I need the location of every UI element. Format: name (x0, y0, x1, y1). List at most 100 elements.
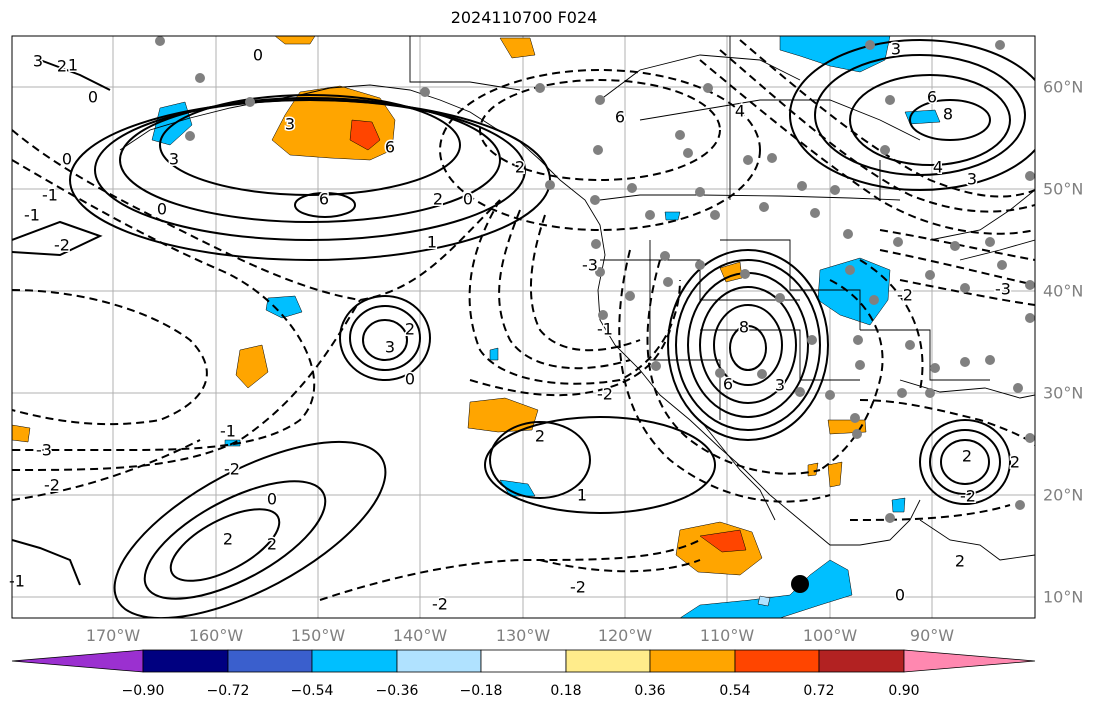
shade-red (349, 119, 381, 151)
map-title: 2024110700 F024 (450, 8, 598, 27)
shade-lightblue (757, 595, 771, 607)
contour-label: 3 (169, 150, 179, 169)
contour-label: -2 (897, 286, 913, 305)
contour-label: 6 (615, 108, 625, 127)
colorbar-swatch (396, 649, 482, 673)
contour-label: 0 (463, 190, 473, 209)
shade-cyan (499, 479, 536, 497)
shade-cyan (779, 36, 891, 73)
shade-cyan (817, 257, 891, 326)
contour-label: 6 (927, 88, 937, 107)
shading-positive (12, 36, 867, 576)
contour-label: 3 (775, 376, 785, 395)
lon-label: 120°W (597, 626, 653, 645)
contour-label: 8 (943, 105, 953, 124)
lat-label: 60°N (1043, 77, 1084, 97)
lon-label: 140°W (392, 626, 448, 645)
contour-label: 6 (385, 138, 395, 157)
colorbar-swatch (565, 649, 651, 673)
colorbar (11, 649, 1036, 673)
contour-label: 8 (739, 318, 749, 337)
shade-cyan (891, 497, 906, 513)
lon-label: 130°W (495, 626, 551, 645)
contour-label: -2 (597, 385, 613, 404)
lon-label: 170°W (85, 626, 141, 645)
contour-label: 1 (427, 233, 437, 252)
contour-label: 2 (535, 427, 545, 446)
lon-label: 160°W (188, 626, 244, 645)
contour-label: 3 (967, 170, 977, 189)
contours-negative (12, 39, 1035, 601)
contour-label: 6 (723, 375, 733, 394)
colorbar-tick-label: 0.54 (719, 683, 751, 699)
contour-label: 2 (515, 158, 525, 177)
contour-label: -2 (960, 487, 976, 506)
contour-label: 0 (267, 490, 277, 509)
lat-label: 10°N (1043, 587, 1084, 607)
contour-label: 3 (385, 338, 395, 357)
contour-label: 3 (891, 40, 901, 59)
contour-label: -3 (36, 441, 52, 460)
colorbar-tick-label: 0.90 (888, 683, 920, 699)
shade-red (699, 529, 747, 553)
contour-label: 0 (62, 150, 72, 169)
shade-orange (467, 397, 539, 433)
shade-orange (827, 461, 843, 488)
contour-label: 0 (157, 200, 167, 219)
lon-label: 110°W (699, 626, 755, 645)
colorbar-swatch (227, 649, 313, 673)
contour-label: 2 (405, 320, 415, 339)
featured-station (791, 575, 809, 593)
lon-label: 150°W (290, 626, 346, 645)
contour-label: 3 (285, 115, 295, 134)
contour-label: -3 (582, 256, 598, 275)
contour-label: 2 (267, 535, 277, 554)
coastlines (119, 36, 1035, 561)
shade-cyan (489, 347, 499, 361)
shade-cyan (265, 295, 303, 319)
shading-negative (151, 36, 941, 618)
contour-label: 2 (955, 552, 965, 571)
map-frame (11, 35, 1036, 619)
lat-label: 30°N (1043, 383, 1084, 403)
colorbar-tick-label: −0.36 (375, 683, 419, 699)
colorbar-tick-label: −0.72 (206, 683, 250, 699)
colorbar-swatch (649, 649, 736, 673)
lon-label: 90°W (909, 626, 955, 645)
shade-orange (12, 424, 31, 443)
contour-label: 0 (253, 46, 263, 65)
contour-label: 0 (895, 586, 905, 605)
contour-label: 4 (735, 102, 745, 121)
colorbar-extend-min (11, 649, 144, 673)
shade-orange (807, 462, 819, 477)
colorbar-swatch (480, 649, 567, 673)
shade-cyan (679, 559, 853, 618)
contour-label: -1 (597, 320, 613, 339)
colorbar-swatch (142, 649, 229, 673)
lon-label: 100°W (802, 626, 858, 645)
shade-orange (235, 344, 269, 389)
contour-label: -1 (9, 572, 25, 591)
shade-orange (274, 36, 316, 45)
colorbar-tick-label: −0.90 (121, 683, 165, 699)
colorbar-tick-label: −0.54 (290, 683, 334, 699)
lat-label: 50°N (1043, 179, 1084, 199)
colorbar-tick-label: 0.36 (634, 683, 666, 699)
contour-label: 0 (405, 370, 415, 389)
contour-label: 2 (1010, 453, 1020, 472)
contour-label: -2 (224, 460, 240, 479)
shade-orange (499, 37, 536, 59)
contour-label: -1 (220, 422, 236, 441)
contour-label: 2 (433, 190, 443, 209)
contour-label: -1 (24, 206, 40, 225)
colorbar-tick-label: −0.18 (459, 683, 503, 699)
shade-cyan (664, 211, 681, 221)
colorbar-swatch (311, 649, 398, 673)
lat-label: 40°N (1043, 281, 1084, 301)
colorbar-tick-label: 0.18 (550, 683, 582, 699)
contour-label: 4 (933, 158, 943, 177)
contour-label: 3 (33, 52, 43, 71)
contour-label: -2 (570, 578, 586, 597)
shade-cyan (904, 109, 941, 125)
